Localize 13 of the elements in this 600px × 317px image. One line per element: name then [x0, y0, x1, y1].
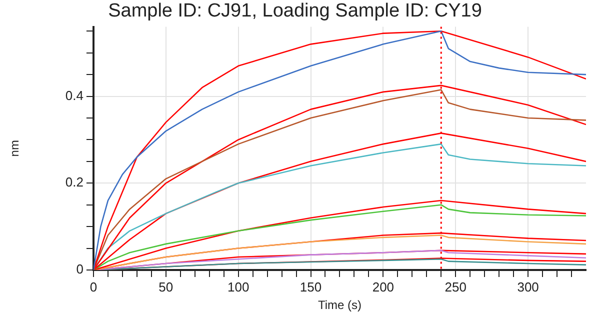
- x-tick-label: 150: [300, 279, 322, 294]
- y-tick-label: 0.4: [65, 88, 84, 103]
- y-axis-title: nm: [8, 140, 22, 157]
- x-tick-label: 200: [372, 279, 394, 294]
- x-tick-label: 50: [158, 279, 174, 294]
- chart-title: Sample ID: CJ91, Loading Sample ID: CY19: [108, 0, 482, 22]
- x-tick-label: 250: [444, 279, 466, 294]
- x-tick-label: 300: [517, 279, 539, 294]
- x-axis-title: Time (s): [318, 298, 362, 312]
- y-tick-label: 0.2: [65, 174, 84, 190]
- x-tick-label: 100: [227, 279, 250, 294]
- y-tick-label: 0: [76, 262, 84, 277]
- x-tick-label: 0: [90, 279, 98, 294]
